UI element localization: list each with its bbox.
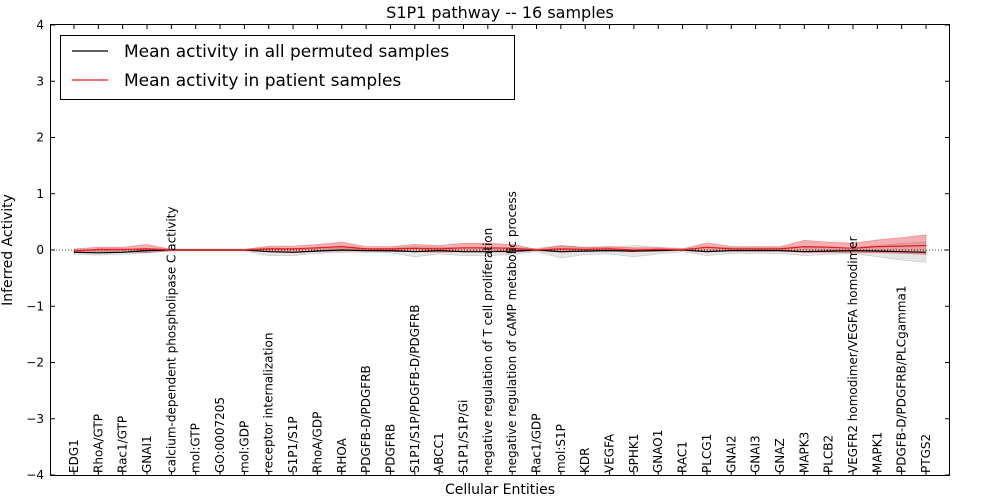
entity-label: S1P1/S1P/PDGFB-D/PDGFRB (408, 305, 422, 473)
entity-label: RAC1 (676, 441, 690, 473)
entity-label: KDR (578, 448, 592, 473)
entity-label: PLCB2 (822, 435, 836, 473)
entity-label: MAPK3 (797, 432, 811, 473)
entity-label: mol:GDP (237, 421, 251, 473)
entity-label: RHOA (335, 437, 349, 473)
entity-label: S1P1/S1P (286, 416, 300, 473)
y-tick-label: −4 (26, 468, 44, 482)
entity-label: PDGFB-D/PDGFRB (359, 365, 373, 473)
entity-label: GNAZ (773, 438, 787, 473)
entity-label: S1P1/S1P/Gi (457, 400, 471, 473)
band-patient (73, 234, 927, 255)
entity-label: VEGFR2 homodimer/VEGFA homodimer (846, 236, 860, 473)
entity-label: ABCC1 (432, 432, 446, 473)
entity-label: PDGFB-D/PDGFRB/PLCgamma1 (895, 286, 909, 473)
y-tick-label: 0 (36, 243, 44, 257)
entity-label: negative regulation of cAMP metabolic pr… (505, 191, 519, 473)
entity-label: GO:0007205 (213, 397, 227, 473)
entity-label: VEGFA (603, 433, 617, 473)
entity-label: Rac1/GTP (116, 416, 130, 473)
legend-label-patient: Mean activity in patient samples (124, 71, 401, 91)
y-tick-label: −3 (26, 412, 44, 426)
y-tick-label: −2 (26, 356, 44, 370)
entity-label: Rac1/GDP (530, 414, 544, 473)
y-tick-label: 2 (36, 131, 44, 145)
entity-label: GNAI1 (140, 435, 154, 473)
entity-label: calcium-dependent phospholipase C activi… (164, 207, 178, 473)
chart-title: S1P1 pathway -- 16 samples (386, 3, 614, 22)
y-tick-label: −1 (26, 299, 44, 313)
entity-label: negative regulation of T cell proliferat… (481, 228, 495, 473)
entity-label: PTGS2 (919, 434, 933, 473)
legend-box (60, 35, 515, 100)
entity-label: PDGFRB (384, 424, 398, 473)
entity-label: MAPK1 (870, 432, 884, 473)
entity-label: PLCG1 (700, 434, 714, 473)
y-tick-label: 3 (36, 74, 44, 88)
legend-label-permuted: Mean activity in all permuted samples (124, 42, 449, 62)
x-axis-title: Cellular Entities (445, 482, 555, 498)
entity-label: SPHK1 (627, 434, 641, 473)
plot-area: 4 3 2 1 0 −1 −2 −3 −4 EDG1 RhoA/GTP Rac1/GTP GNAI1 ca… (26, 18, 950, 482)
entity-label: GNAO1 (651, 430, 665, 473)
y-tick-label: 1 (36, 187, 44, 201)
entity-label: GNAI3 (749, 435, 763, 473)
entity-label: RhoA/GTP (91, 414, 105, 473)
entity-label: GNAI2 (724, 435, 738, 473)
y-axis-title: Inferred Activity (0, 194, 16, 306)
entity-label: RhoA/GDP (310, 412, 324, 473)
entity-label: mol:GTP (189, 423, 203, 473)
entity-label: receptor internalization (262, 333, 276, 473)
legend: Mean activity in all permuted samples Me… (60, 35, 515, 100)
plot-frame (50, 24, 950, 476)
y-tick-label: 4 (36, 18, 44, 32)
line-patient (73, 244, 927, 252)
entity-label: EDG1 (67, 439, 81, 473)
entity-label: mol:S1P (554, 424, 568, 473)
